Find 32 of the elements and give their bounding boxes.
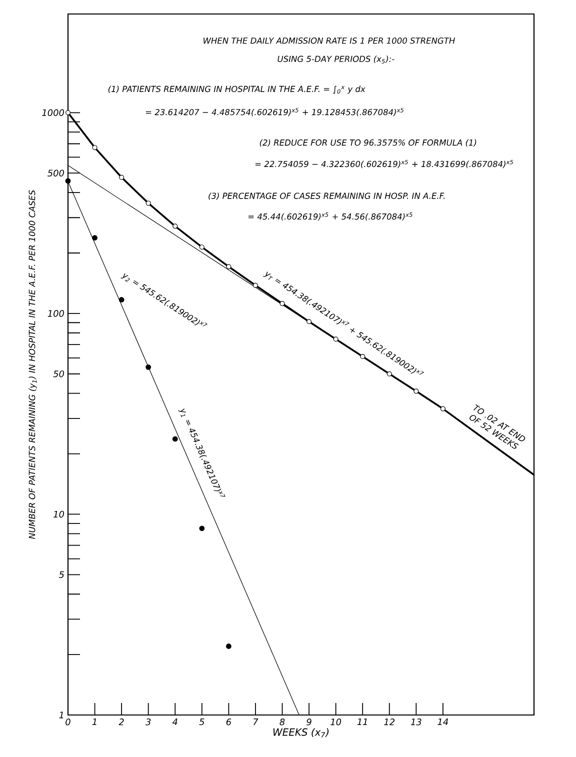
x-tick-label: 10: [330, 718, 342, 726]
y-tick-label: 1000: [42, 109, 64, 116]
y-tick-label: 50: [53, 370, 64, 378]
annotation: WHEN THE DAILY ADMISSION RATE IS 1 PER 1000 STRENGTH: [204, 37, 455, 44]
x-tick-label: 8: [280, 718, 285, 726]
x-tick-label: 6: [226, 718, 232, 726]
y-tick-label: 500: [48, 170, 64, 176]
x-tick-label: 12: [384, 718, 395, 726]
annotation: = 22.754059 − 4.322360(.602619)$^{x5}$ + 18.431699(.867084)$^{x5}$: [255, 160, 514, 168]
annotation: (2) REDUCE FOR USE TO 96.3575% OF FORMULA (1): [260, 139, 476, 147]
x-tick-label: 14: [438, 718, 448, 726]
annotation: (1) PATIENTS REMAINING IN HOSPITAL IN THE A.E.F. = ∫$_{0}$$^{x}$ y dx: [108, 86, 366, 94]
x-tick-label: 3: [146, 718, 151, 726]
y-tick-label: 100: [48, 310, 64, 317]
x-tick-label: 2: [118, 718, 124, 726]
x-tick-label: 1: [92, 718, 96, 726]
annotation: = 45.44(.602619)$^{x5}$ + 54.56(.867084)$^{x5}$: [248, 212, 412, 221]
x-tick-label: 4: [172, 718, 178, 726]
y-tick-label: 1: [59, 712, 64, 718]
annotation: USING 5-DAY PERIODS (x$_{5}$):-: [278, 56, 394, 64]
annotation: (3) PERCENTAGE OF CASES REMAINING IN HOSP. IN A.E.F.: [208, 192, 445, 200]
x-axis-title: WEEKS (x$_{7}$): [273, 728, 329, 738]
x-tick-label: 13: [410, 718, 422, 726]
y-tick-label: 10: [54, 510, 64, 518]
x-tick-label: 11: [357, 718, 367, 726]
x-tick-label: 0: [66, 718, 70, 726]
y-axis-title: NUMBER OF PATIENTS REMAINING (y$_{1}$) IN HOSPITAL IN THE A.E.F. PER 1000 CASES: [28, 190, 37, 539]
x-tick-label: 5: [199, 718, 204, 726]
y-tick-label: 5: [58, 571, 64, 578]
x-tick-label: 7: [253, 718, 258, 726]
x-tick-label: 9: [306, 718, 312, 726]
annotation: = 23.614207 − 4.485754(.602619)$^{x5}$ + 19.128453(.867084)$^{x5}$: [146, 108, 404, 116]
